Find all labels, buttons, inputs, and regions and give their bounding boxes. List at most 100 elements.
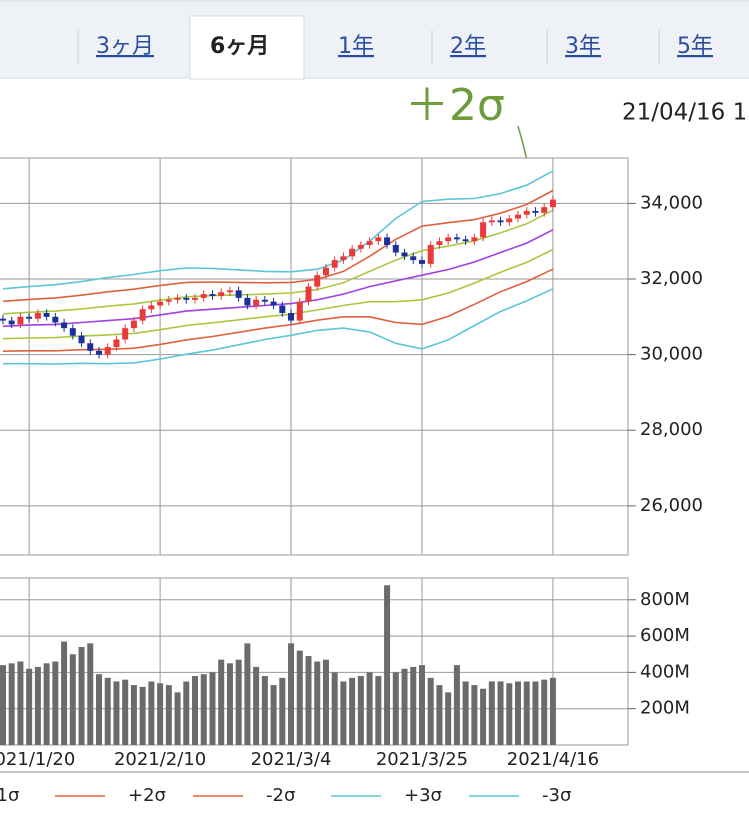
candle-body bbox=[261, 299, 268, 302]
active-tab bbox=[189, 15, 305, 80]
volume-bar bbox=[253, 666, 260, 745]
candle-body bbox=[541, 207, 548, 213]
candle-body bbox=[209, 294, 216, 297]
candle-body bbox=[480, 222, 487, 238]
candle-body bbox=[148, 305, 155, 310]
volume-bar bbox=[392, 672, 399, 745]
candle-body bbox=[253, 299, 260, 306]
candle-body bbox=[296, 301, 303, 321]
volume-bar bbox=[157, 683, 164, 745]
legend-label: -1σ bbox=[0, 785, 19, 806]
volume-bar bbox=[462, 681, 469, 745]
candle-body bbox=[279, 305, 286, 314]
volume-bar bbox=[183, 681, 190, 745]
y-tick-label: 28,000 bbox=[640, 419, 703, 440]
legend-label: -3σ bbox=[542, 785, 571, 806]
tab[interactable]: 5年 bbox=[677, 34, 713, 59]
volume-bar bbox=[122, 679, 129, 745]
volume-bar bbox=[104, 677, 111, 745]
y-tick-label: 26,000 bbox=[640, 495, 703, 516]
candle-body bbox=[288, 313, 295, 321]
plot-frame bbox=[0, 577, 629, 746]
candle-body bbox=[401, 252, 408, 257]
volume-bar bbox=[427, 677, 434, 745]
tab[interactable]: 1年 bbox=[338, 34, 374, 59]
candle-body bbox=[322, 267, 329, 276]
volume-bar bbox=[384, 585, 391, 745]
volume-bar bbox=[523, 681, 530, 745]
volume-bar bbox=[244, 643, 251, 745]
volume-bar bbox=[235, 659, 242, 745]
candle-body bbox=[375, 237, 382, 242]
candle-body bbox=[462, 239, 469, 242]
candle-body bbox=[200, 294, 207, 298]
candle-body bbox=[104, 347, 111, 355]
y-tick-label: 800M bbox=[640, 589, 690, 610]
y-tick-label: 30,000 bbox=[640, 344, 703, 365]
candle-body bbox=[532, 210, 539, 213]
volume-bar bbox=[17, 661, 24, 745]
band-line bbox=[2, 209, 554, 315]
y-tick-label: 34,000 bbox=[640, 192, 703, 213]
candle-body bbox=[218, 292, 225, 297]
tab[interactable]: 3年 bbox=[565, 34, 601, 59]
candle-body bbox=[43, 313, 50, 317]
candle-body bbox=[357, 244, 364, 249]
volume-bar bbox=[497, 681, 504, 745]
volume-bar bbox=[261, 676, 268, 745]
band-line bbox=[2, 248, 554, 340]
candle-body bbox=[130, 320, 137, 329]
candle-body bbox=[157, 301, 164, 306]
candle-body bbox=[523, 210, 530, 215]
candle-body bbox=[427, 244, 434, 264]
volume-bar bbox=[305, 656, 312, 745]
volume-bar bbox=[532, 681, 539, 745]
candle-body bbox=[192, 297, 199, 300]
band-line bbox=[2, 268, 554, 352]
volume-bar bbox=[113, 681, 120, 745]
candle-body bbox=[471, 237, 478, 242]
candle-body bbox=[436, 241, 443, 245]
volume-bar bbox=[200, 674, 207, 745]
volume-bar bbox=[8, 663, 15, 745]
volume-bar bbox=[226, 663, 233, 745]
candle-body bbox=[113, 339, 120, 348]
volume-bar bbox=[148, 681, 155, 745]
volume-bar bbox=[61, 641, 68, 745]
candle-body bbox=[87, 343, 94, 351]
volume-bar bbox=[366, 672, 373, 745]
legend-label: +3σ bbox=[404, 785, 442, 806]
x-tick-label: 2021/2/10 bbox=[114, 749, 206, 770]
volume-bar bbox=[453, 665, 460, 745]
candle-body bbox=[497, 220, 504, 223]
volume-bar bbox=[296, 650, 303, 745]
plot-frame bbox=[0, 157, 629, 556]
volume-bar bbox=[279, 677, 286, 745]
volume-bar bbox=[471, 685, 478, 745]
volume-bar bbox=[95, 674, 102, 745]
volume-bar bbox=[288, 643, 295, 745]
tab[interactable]: 3ヶ月 bbox=[96, 34, 154, 59]
candle-body bbox=[515, 214, 522, 219]
band-line bbox=[2, 189, 554, 303]
candle-body bbox=[17, 316, 24, 325]
volume-bar bbox=[209, 672, 216, 745]
volume-bar bbox=[26, 668, 33, 745]
volume-bar bbox=[541, 679, 548, 745]
volume-bar bbox=[34, 666, 41, 745]
volume-bar bbox=[87, 643, 94, 745]
volume-bar bbox=[331, 672, 338, 745]
candle-body bbox=[69, 328, 76, 336]
candle-body bbox=[410, 256, 417, 261]
legend-label: -2σ bbox=[266, 785, 295, 806]
volume-bar bbox=[270, 685, 277, 745]
candle-body bbox=[52, 316, 59, 323]
tab[interactable]: 2年 bbox=[450, 34, 486, 59]
y-tick-label: 200M bbox=[640, 698, 690, 719]
volume-bar bbox=[410, 666, 417, 745]
candle-body bbox=[26, 316, 33, 319]
volume-bar bbox=[488, 681, 495, 745]
volume-bar bbox=[130, 685, 137, 745]
volume-bar bbox=[69, 654, 76, 745]
y-tick-label: 32,000 bbox=[640, 268, 703, 289]
